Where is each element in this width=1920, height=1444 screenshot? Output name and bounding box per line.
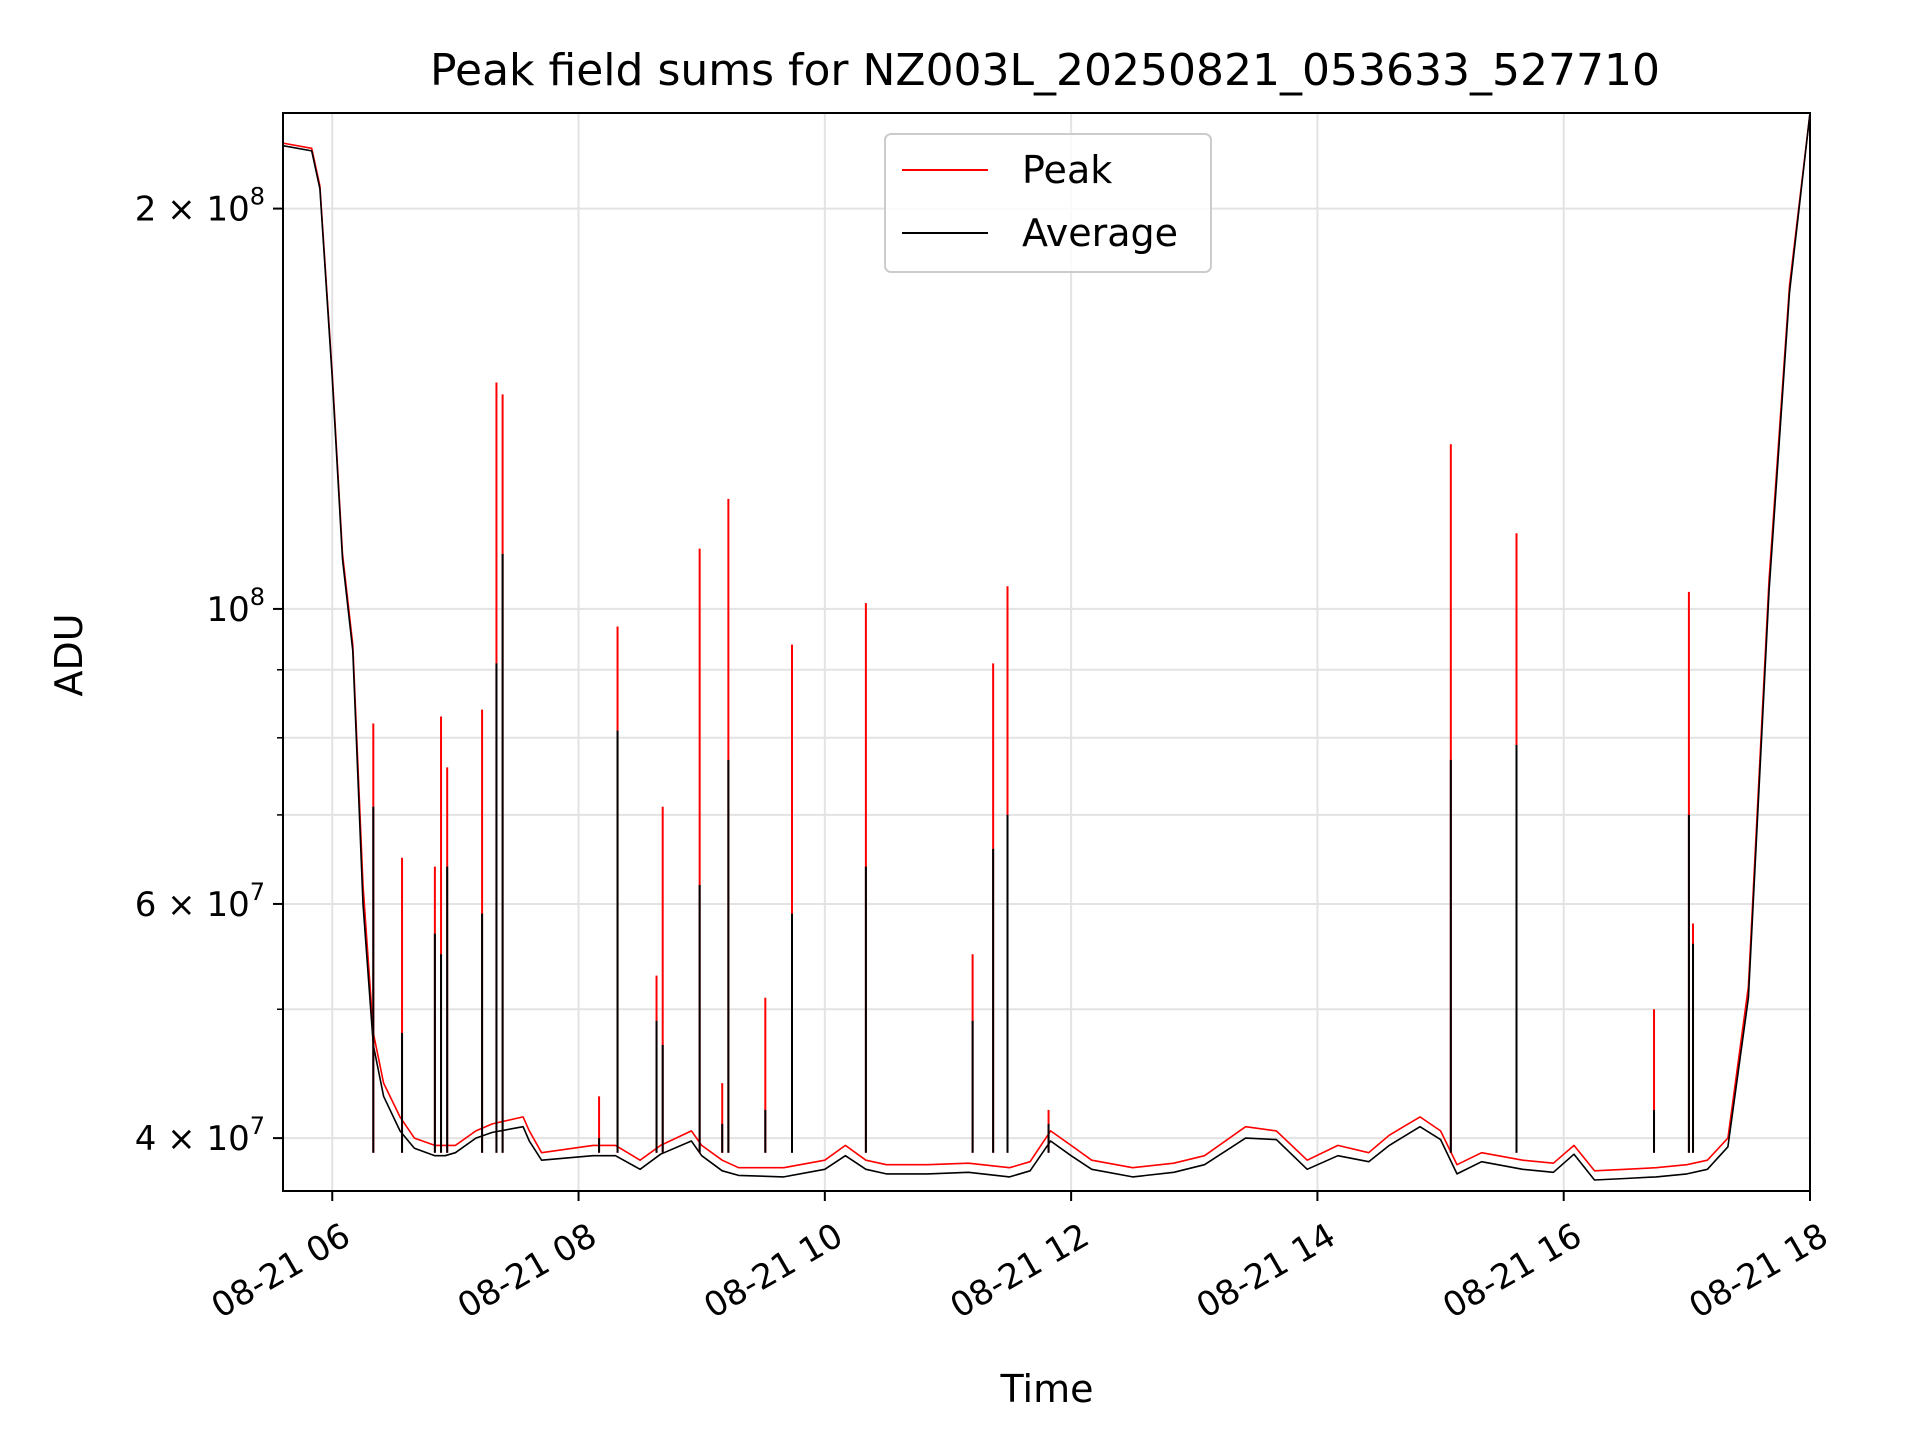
series-line-peak [282,112,1811,1172]
legend-label-peak: Peak [1022,148,1112,192]
chart-title: Peak field sums for NZ003L_20250821_0536… [430,45,1660,96]
series-line-average [282,112,1811,1181]
plot-frame [282,112,1811,1192]
y-tick-label: 108 [206,583,265,630]
y-axis-label: ADU [47,613,91,696]
legend-box [884,133,1212,273]
series-layer [282,112,1811,1181]
x-axis-label: Time [1000,1367,1094,1411]
y-tick-label: 4 × 107 [135,1112,265,1159]
legend: Peak Average [884,133,1212,273]
y-tick-label: 6 × 107 [135,878,265,925]
y-tick-label: 2 × 108 [135,183,265,230]
y-axis: 4 × 107 6 × 107 108 2 × 108 [135,183,283,1159]
legend-label-average: Average [1022,211,1178,255]
